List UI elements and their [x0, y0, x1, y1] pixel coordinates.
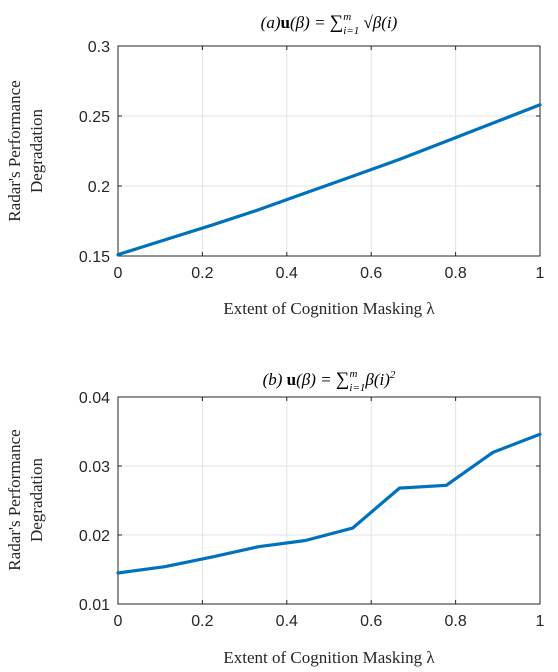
- x-axis-label-b: Extent of Cognition Masking λ: [223, 648, 435, 667]
- data-point-b: [491, 451, 495, 454]
- grid-a: [117, 45, 541, 257]
- y-tick-label-a: 0.3: [88, 39, 110, 56]
- x-tick-label-b: 0.2: [191, 613, 213, 630]
- subplot-b: 0 0.2 0.4 0.6 0.8 1 0.01 0.02 0.03 0.04 (b) u(β)…: [5, 368, 545, 667]
- y-tick-labels-b: 0.01 0.02 0.03 0.04: [79, 390, 110, 614]
- data-point-a: [351, 175, 354, 178]
- y-axis-label-line1-b: Radar's Performance: [5, 429, 24, 570]
- tick-marks-a: [117, 45, 541, 257]
- x-tick-label-a: 0.6: [360, 265, 382, 282]
- y-tick-label-b: 0.04: [79, 390, 110, 407]
- y-tick-label-a: 0.2: [88, 179, 110, 196]
- data-point-a: [257, 208, 260, 211]
- x-tick-label-b: 0.6: [360, 613, 382, 630]
- data-point-a: [304, 191, 307, 195]
- data-point-b: [445, 484, 448, 487]
- data-point-b: [398, 486, 401, 490]
- x-axis-label-a: Extent of Cognition Masking λ: [223, 299, 435, 318]
- data-point-a: [116, 253, 120, 256]
- x-tick-label-b: 0.4: [276, 613, 298, 630]
- series-line-a: [116, 103, 542, 257]
- data-point-a: [210, 224, 213, 227]
- data-point-b: [257, 545, 260, 548]
- y-axis-label-line2-a: Degradation: [27, 108, 46, 193]
- data-point-b: [351, 526, 354, 530]
- y-tick-label-b: 0.01: [79, 597, 110, 614]
- y-axis-label-line2-b: Degradation: [27, 457, 46, 542]
- data-points-b: [116, 433, 542, 575]
- x-tick-label-a: 0.4: [276, 265, 298, 282]
- chart-title-b: (b) u(β) = ∑m i=1β(i)2: [263, 368, 396, 394]
- axes-box-b: [117, 396, 541, 605]
- data-point-b: [210, 555, 213, 559]
- axes-box-a: [117, 45, 541, 257]
- data-point-a: [445, 140, 448, 143]
- chart-title-a: (a)u(β) = ∑m i=1 √β(i): [261, 11, 398, 37]
- x-tick-labels-a: 0 0.2 0.4 0.6 0.8 1: [114, 265, 545, 282]
- grid-b: [117, 396, 541, 605]
- x-tick-label-b: 0: [114, 613, 123, 630]
- subplot-a: 0 0.2 0.4 0.6 0.8 1 0.15 0.2 0.25 0.3 (a)u(β) = …: [5, 11, 545, 318]
- y-tick-label-b: 0.03: [79, 459, 110, 476]
- x-tick-labels-b: 0 0.2 0.4 0.6 0.8 1: [114, 613, 545, 630]
- data-point-b: [538, 433, 542, 436]
- y-tick-label-a: 0.15: [79, 249, 110, 266]
- series-line-b: [116, 432, 542, 575]
- x-tick-label-a: 0: [114, 265, 123, 282]
- y-tick-label-b: 0.02: [79, 528, 110, 545]
- tick-marks-b: [117, 396, 541, 605]
- x-tick-label-b: 1: [536, 613, 545, 630]
- data-point-a: [163, 238, 167, 242]
- x-tick-label-a: 1: [536, 265, 545, 282]
- data-point-a: [491, 121, 495, 125]
- y-tick-label-a: 0.25: [79, 109, 110, 126]
- data-point-b: [163, 565, 167, 568]
- data-points-a: [116, 103, 542, 256]
- y-tick-labels-a: 0.15 0.2 0.25 0.3: [79, 39, 110, 266]
- data-point-a: [538, 103, 542, 107]
- data-point-a: [398, 158, 401, 161]
- x-tick-label-a: 0.2: [191, 265, 213, 282]
- data-point-b: [304, 539, 307, 542]
- data-point-b: [116, 571, 120, 575]
- x-tick-label-b: 0.8: [444, 613, 466, 630]
- y-axis-label-line1-a: Radar's Performance: [5, 80, 24, 221]
- x-tick-label-a: 0.8: [444, 265, 466, 282]
